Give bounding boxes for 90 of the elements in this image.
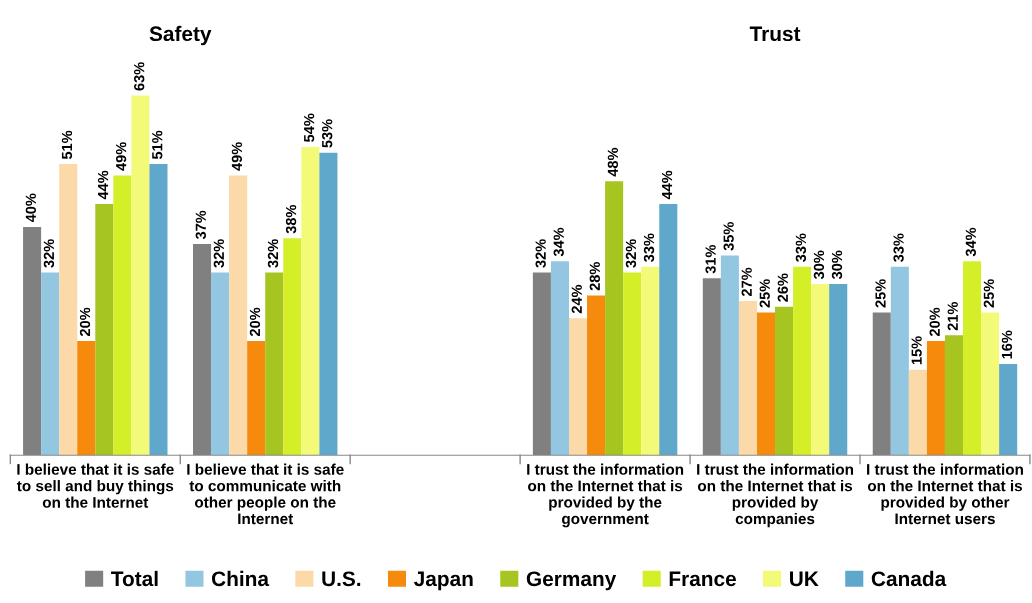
data-label: 32% — [213, 239, 225, 268]
x-tick-label: I believe that it is safe to sell and buy things on the Internet — [16, 463, 174, 508]
bar — [944, 335, 964, 456]
legend-label: Germany — [526, 571, 617, 591]
bar — [319, 152, 338, 456]
data-label: 20% — [249, 307, 261, 337]
data-label: 44% — [661, 170, 673, 200]
bar — [229, 175, 248, 456]
legend-label: Total — [111, 570, 158, 587]
data-label: 25% — [759, 279, 770, 308]
bar — [756, 312, 776, 456]
data-label: 26% — [777, 273, 788, 302]
data-label: 25% — [983, 279, 995, 308]
data-label: 32% — [625, 239, 637, 268]
bar — [59, 164, 78, 456]
data-label: 33% — [893, 233, 904, 262]
bar — [41, 272, 60, 456]
bar — [908, 369, 927, 456]
legend-label: U.S. — [322, 571, 361, 587]
legend-label: Japan — [413, 571, 473, 591]
bar — [247, 341, 266, 456]
data-label: 49% — [115, 142, 127, 171]
data-label: 21% — [947, 302, 958, 331]
legend-label: France — [669, 571, 736, 587]
data-label: 49% — [231, 142, 243, 171]
bar — [587, 295, 606, 456]
bar — [738, 301, 757, 456]
bar — [659, 204, 678, 456]
data-label: 34% — [965, 227, 976, 257]
bar — [720, 255, 739, 456]
data-label: 32% — [267, 239, 279, 268]
data-label: 20% — [79, 307, 91, 337]
bar — [265, 272, 284, 456]
bar — [301, 146, 320, 456]
data-label: 53% — [322, 119, 333, 148]
data-label: 20% — [929, 307, 940, 337]
data-label: 54% — [303, 113, 315, 142]
data-label: 30% — [813, 250, 825, 280]
data-label: 31% — [705, 244, 716, 274]
data-label: 28% — [589, 262, 600, 291]
data-label: 33% — [795, 233, 807, 262]
data-label: 32% — [43, 239, 55, 268]
data-label: 30% — [831, 250, 843, 280]
data-label: 24% — [571, 284, 582, 314]
data-label: 48% — [607, 147, 619, 177]
bar — [550, 261, 569, 456]
bar — [793, 266, 812, 456]
data-label: 34% — [553, 227, 564, 257]
x-tick-label: I trust the information on the Internet that is provided by other Internet users — [867, 463, 1023, 525]
data-label: 38% — [285, 204, 297, 234]
data-label: 37% — [195, 210, 206, 240]
bar — [113, 175, 132, 456]
bar — [149, 164, 168, 456]
data-label: 35% — [723, 222, 734, 251]
data-label: 32% — [535, 239, 546, 268]
bar — [77, 341, 96, 456]
legend-label: UK — [790, 571, 819, 587]
bar — [811, 283, 830, 456]
data-label: 40% — [25, 193, 37, 223]
x-tick-label: I trust the information on the Internet that is provided by companies — [697, 463, 854, 528]
bar — [890, 266, 909, 456]
bar — [829, 283, 848, 456]
data-label: 16% — [1001, 330, 1013, 359]
text: Safety — [149, 25, 212, 46]
data-label: 25% — [875, 279, 886, 308]
bar — [926, 341, 945, 456]
text: Trust — [749, 26, 801, 42]
bar — [283, 238, 302, 456]
bar — [623, 272, 642, 456]
bar — [568, 318, 588, 456]
bar — [131, 95, 150, 456]
bar — [963, 261, 982, 456]
data-label: 51% — [152, 130, 163, 160]
bar — [211, 272, 230, 456]
data-label: 51% — [61, 130, 73, 160]
legend-label: Canada — [871, 570, 947, 587]
bar — [775, 306, 794, 456]
bar — [641, 266, 660, 456]
x-tick-label: I trust the information on the Internet that is provided by the government — [527, 463, 684, 528]
legend-label: China — [211, 570, 270, 587]
bar — [981, 312, 1000, 456]
data-label: 63% — [134, 62, 145, 91]
bar — [95, 204, 114, 456]
data-label: 15% — [911, 336, 922, 365]
bar — [999, 363, 1018, 456]
bar — [605, 181, 624, 456]
data-label: 44% — [97, 170, 109, 200]
data-label: 27% — [741, 267, 752, 297]
data-label: 33% — [643, 233, 655, 262]
x-tick-label: I believe that it is safe to communicate with other people on the Internet — [187, 463, 344, 525]
